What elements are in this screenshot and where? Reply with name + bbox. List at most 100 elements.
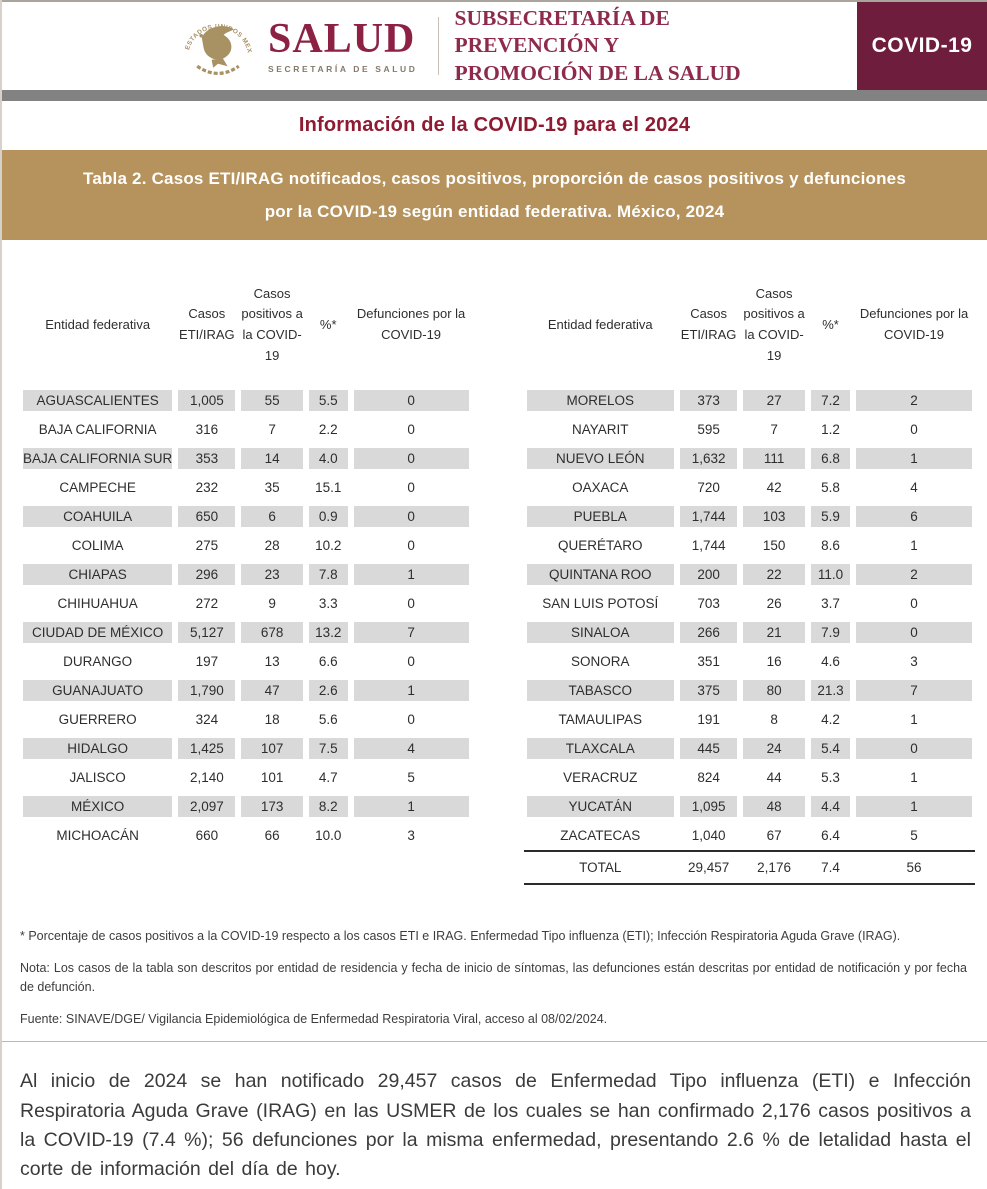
column-header-defunciones: Defunciones por la COVID-19 — [859, 306, 969, 343]
positive-cases: 16 — [766, 654, 782, 670]
table-row: NAYARIT 595 7 1.2 0 — [524, 415, 976, 444]
column-header-percent: %* — [822, 316, 839, 332]
positive-percentage: 10.2 — [315, 538, 342, 554]
positive-percentage: 7.5 — [306, 734, 351, 763]
eti-irag-cases: 720 — [697, 480, 720, 496]
eti-irag-cases: 200 — [677, 560, 740, 589]
positive-cases: 9 — [268, 596, 276, 612]
deaths-count: 1 — [910, 538, 918, 554]
deaths-count: 0 — [910, 422, 918, 438]
table-row: GUERRERO 324 18 5.6 0 — [20, 705, 472, 734]
eti-irag-cases: 650 — [175, 502, 238, 531]
positive-cases: 18 — [264, 712, 280, 728]
table-row: CAMPECHE 232 35 15.1 0 — [20, 473, 472, 502]
table-row: COAHUILA 650 6 0.9 0 — [20, 502, 472, 531]
positive-cases: 47 — [238, 676, 305, 705]
deaths-count: 0 — [853, 734, 975, 763]
positive-percentage: 5.9 — [808, 502, 853, 531]
deaths-count: 2 — [853, 386, 975, 415]
eti-irag-cases: 266 — [677, 618, 740, 647]
right-table-header: Entidad federativa Casos ETI/IRAG Casos … — [524, 264, 976, 386]
table-row: CIUDAD DE MÉXICO 5,127 678 13.2 7 — [20, 618, 472, 647]
positive-percentage: 2.6 — [306, 676, 351, 705]
entity-name: BAJA CALIFORNIA — [38, 422, 157, 438]
eti-irag-cases: 595 — [697, 422, 720, 438]
positive-percentage: 4.2 — [821, 712, 840, 728]
footnote-fuente: Fuente: SINAVE/DGE/ Vigilancia Epidemiol… — [20, 1011, 608, 1026]
deaths-count: 3 — [407, 828, 415, 844]
positive-percentage: 10.0 — [315, 828, 342, 844]
footnote-asterisk: * Porcentaje de casos positivos a la COV… — [20, 929, 901, 944]
positive-cases: 67 — [766, 828, 782, 844]
positive-percentage: 21.3 — [808, 676, 853, 705]
deaths-count: 0 — [407, 422, 415, 438]
right-state-table: Entidad federativa Casos ETI/IRAG Casos … — [523, 264, 976, 886]
total-label: TOTAL — [523, 850, 678, 886]
eti-irag-cases: 445 — [677, 734, 740, 763]
entity-name: QUINTANA ROO — [524, 560, 678, 589]
entity-name: JALISCO — [69, 770, 126, 786]
table-row: OAXACA 720 42 5.8 4 — [524, 473, 976, 502]
entity-name: SINALOA — [524, 618, 678, 647]
table-row: YUCATÁN 1,095 48 4.4 1 — [524, 792, 976, 821]
salud-wordmark: SALUD — [268, 16, 416, 62]
positive-percentage: 13.2 — [306, 618, 351, 647]
summary-paragraph: Al inicio de 2024 se han notificado 29,4… — [20, 1070, 971, 1181]
column-header-entity: Entidad federativa — [547, 316, 653, 332]
table-row: NUEVO LEÓN 1,632 111 6.8 1 — [524, 444, 976, 473]
tables-section: Entidad federativa Casos ETI/IRAG Casos … — [2, 240, 987, 886]
column-header-entity: Entidad federativa — [45, 316, 151, 332]
positive-percentage: 2.2 — [318, 422, 338, 438]
deaths-count: 0 — [351, 502, 472, 531]
table-row: QUERÉTARO 1,744 150 8.6 1 — [524, 531, 976, 560]
positive-cases: 173 — [238, 792, 305, 821]
positive-percentage: 6.4 — [821, 828, 840, 844]
positive-cases: 107 — [238, 734, 305, 763]
entity-name: TABASCO — [524, 676, 678, 705]
deaths-count: 1 — [351, 676, 472, 705]
document-header: ESTADOS UNIDOS MEXICANOS SALUD SECRETARÍ… — [2, 0, 987, 90]
positive-percentage: 5.3 — [821, 770, 840, 786]
table-row: TABASCO 375 80 21.3 7 — [524, 676, 976, 705]
positive-cases: 26 — [766, 596, 782, 612]
deaths-count: 5 — [407, 770, 415, 786]
table-row: ZACATECAS 1,040 67 6.4 5 — [524, 821, 976, 851]
positive-cases: 6 — [238, 502, 305, 531]
deaths-count: 1 — [853, 792, 975, 821]
covid19-badge: COVID-19 — [857, 2, 987, 90]
section-divider-line — [2, 1041, 987, 1043]
positive-cases: 42 — [766, 480, 782, 496]
positive-percentage: 1.2 — [821, 422, 840, 438]
eti-irag-cases: 5,127 — [175, 618, 238, 647]
header-divider — [437, 17, 439, 75]
eti-irag-cases: 373 — [677, 386, 740, 415]
entity-name: HIDALGO — [20, 734, 175, 763]
table-row: PUEBLA 1,744 103 5.9 6 — [524, 502, 976, 531]
eagle-tail — [211, 58, 228, 68]
table-row: GUANAJUATO 1,790 47 2.6 1 — [20, 676, 472, 705]
total-eti-irag: 29,457 — [677, 850, 741, 886]
deaths-count: 0 — [351, 444, 472, 473]
eti-irag-cases: 1,744 — [677, 502, 740, 531]
entity-name: YUCATÁN — [524, 792, 678, 821]
deaths-count: 0 — [407, 654, 415, 670]
positive-cases: 21 — [740, 618, 808, 647]
entity-name: MORELOS — [524, 386, 678, 415]
entity-name: MÉXICO — [20, 792, 175, 821]
entity-name: GUANAJUATO — [20, 676, 175, 705]
entity-name: OAXACA — [572, 480, 629, 496]
positive-percentage: 15.1 — [315, 480, 342, 496]
positive-cases: 7 — [268, 422, 276, 438]
positive-cases: 14 — [238, 444, 305, 473]
table-row: DURANGO 197 13 6.6 0 — [20, 647, 472, 676]
positive-percentage: 3.7 — [821, 596, 840, 612]
positive-cases: 101 — [260, 770, 284, 786]
entity-name: CIUDAD DE MÉXICO — [20, 618, 175, 647]
positive-percentage: 3.3 — [318, 596, 338, 612]
positive-percentage: 8.2 — [306, 792, 351, 821]
entity-name: AGUASCALIENTES — [20, 386, 175, 415]
footnote-nota: Nota: Los casos de la tabla son descrito… — [20, 961, 967, 994]
positive-percentage: 7.2 — [808, 386, 853, 415]
deaths-count: 1 — [910, 712, 918, 728]
column-header-defunciones: Defunciones por la COVID-19 — [356, 306, 466, 343]
